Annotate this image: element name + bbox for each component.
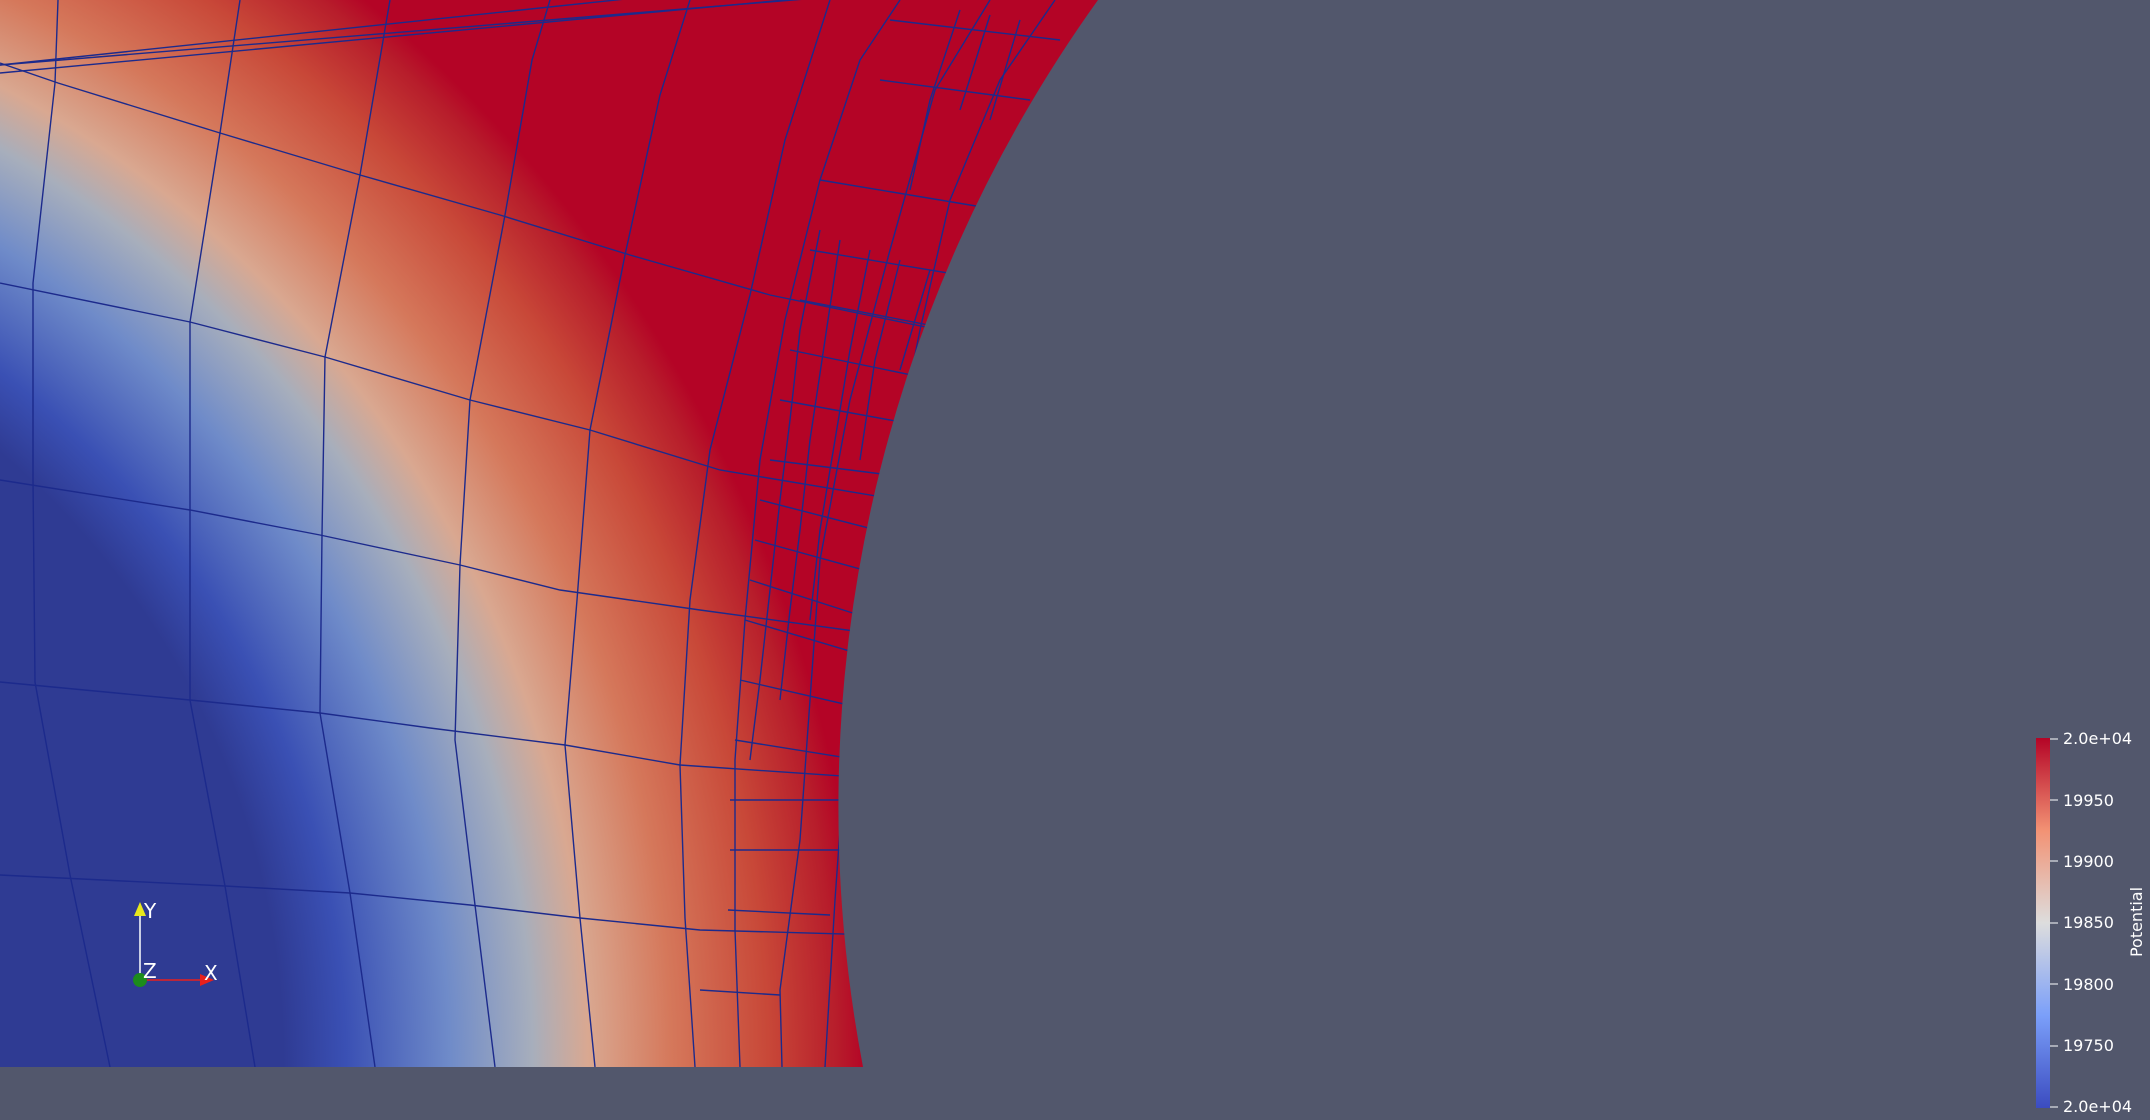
scalar-bar-tick-label: 19900 [2063, 852, 2114, 871]
colormap-bar [2036, 738, 2050, 1108]
orientation-axes-widget: Y Z X [133, 899, 218, 987]
scalar-bar-ticks [2050, 738, 2058, 1108]
scalar-bar-tick-label: 2.0e+04 [2063, 1097, 2132, 1116]
y-axis-label: Y [143, 899, 157, 923]
scalar-bar-title: Potential [2127, 887, 2146, 957]
scalar-bar-tick-label: 19800 [2063, 975, 2114, 994]
scalar-bar-tick-label: 19850 [2063, 913, 2114, 932]
x-axis-arrow-icon [200, 974, 214, 986]
scalar-bar-tick-label: 2.0e+04 [2063, 729, 2132, 748]
scalar-bar-tick-label: 19950 [2063, 791, 2114, 810]
mesh-domain[interactable] [0, 0, 1098, 1067]
x-axis-label: X [204, 961, 218, 985]
z-axis-label: Z [143, 959, 157, 983]
scalar-bar-legend[interactable]: 2.0e+04 19950 19900 19850 19800 19750 2.… [2036, 729, 2146, 1116]
z-axis-dot-icon [133, 973, 147, 987]
scalar-bar-tick-label: 19750 [2063, 1036, 2114, 1055]
y-axis-arrow-icon [134, 902, 146, 916]
